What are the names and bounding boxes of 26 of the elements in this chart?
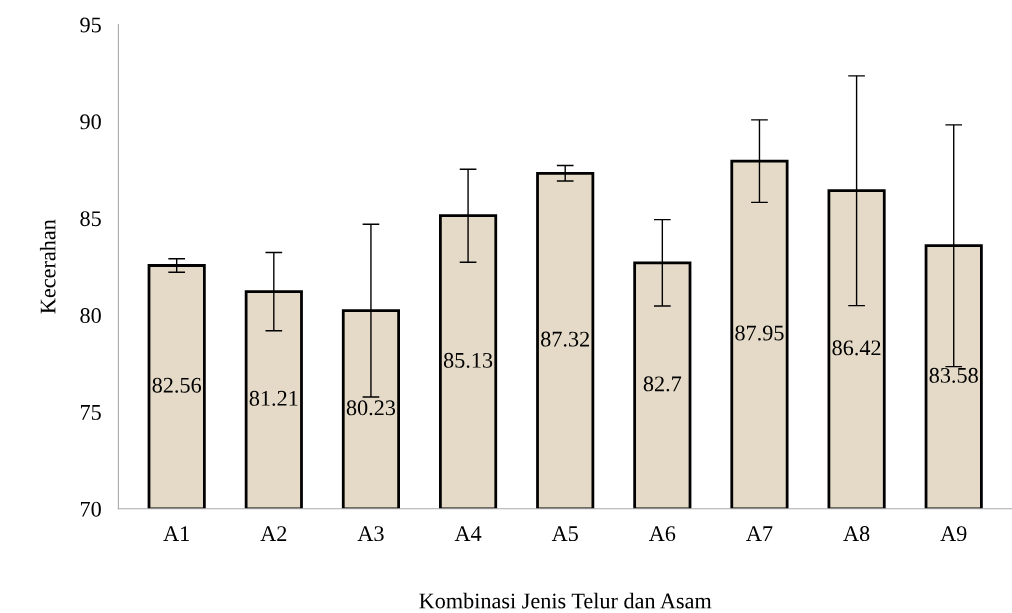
y-tick-label: 70	[80, 501, 101, 517]
y-tick-label: 80	[80, 308, 101, 324]
data-label: 87.95	[735, 325, 784, 341]
y-tick-label: 85	[80, 211, 101, 227]
x-tick-label: A9	[940, 526, 967, 542]
y-tick-label: 75	[80, 405, 101, 420]
x-tick-label: A7	[746, 526, 773, 541]
data-label: 83.58	[929, 367, 978, 383]
x-tick-label: A6	[648, 526, 676, 542]
data-label: 86.42	[832, 340, 881, 356]
x-tick-label: A2	[260, 526, 287, 541]
y-tick-label: 90	[80, 114, 101, 130]
y-tick-label: 95	[80, 17, 101, 33]
x-tick-label: A8	[843, 526, 870, 542]
x-axis-title: Kombinasi Jenis Telur dan Asam	[419, 592, 712, 609]
data-label: 85.13	[443, 352, 493, 368]
data-label: 87.32	[541, 331, 589, 347]
data-label: 81.21	[249, 390, 298, 406]
x-tick-label: A4	[454, 526, 482, 541]
x-tick-label: A1	[163, 526, 189, 541]
data-label: 80.23	[346, 400, 396, 416]
y-axis-title: Kecerahan	[39, 219, 56, 314]
x-tick-label: A3	[357, 526, 384, 542]
data-label: 82.56	[152, 377, 202, 393]
data-label: 82.7	[643, 376, 682, 392]
x-tick-label: A5	[551, 526, 578, 542]
